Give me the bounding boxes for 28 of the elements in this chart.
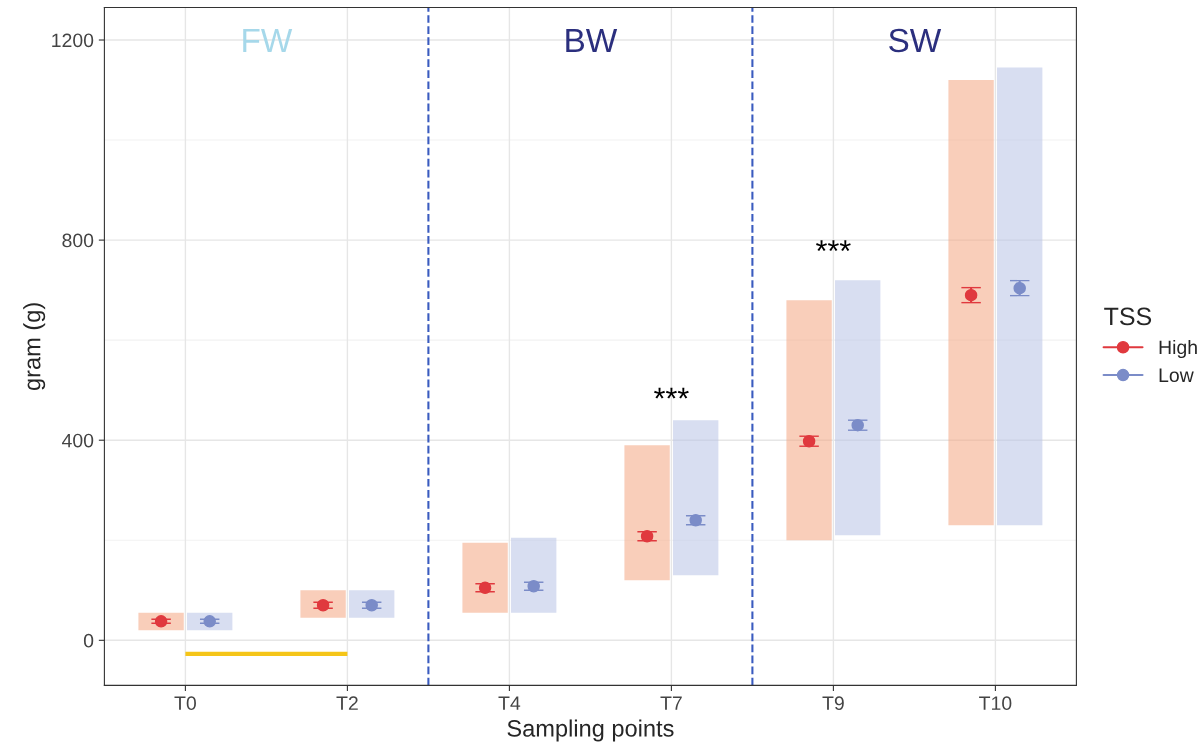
x-tick-label: T2: [336, 696, 358, 710]
annotation: ***: [816, 240, 851, 251]
bar: [997, 67, 1043, 526]
legend-title: TSS: [1104, 307, 1152, 326]
bar: [835, 280, 881, 536]
annotation: FW: [243, 29, 293, 52]
bar: [673, 420, 719, 576]
x-axis-title: Sampling points: [507, 719, 674, 742]
x-tick-label: T9: [822, 696, 844, 711]
bar: [786, 300, 832, 541]
y-tick-label: 0: [83, 633, 94, 648]
y-tick-label: 1200: [52, 33, 94, 48]
x-tick-label: T4: [498, 696, 521, 710]
legend-label: High: [1159, 339, 1197, 359]
bar: [462, 542, 508, 613]
x-tick-label: T10: [979, 696, 1012, 711]
x-tick-label: T7: [660, 696, 682, 710]
x-tick-label: T0: [174, 696, 196, 711]
annotation: BW: [566, 29, 618, 52]
bar: [511, 537, 557, 613]
legend-label: Low: [1159, 368, 1194, 383]
bar: [948, 80, 994, 526]
y-tick-label: 400: [61, 433, 94, 448]
annotation: ***: [654, 387, 689, 399]
annotation: SW: [889, 28, 942, 53]
y-axis-title: gram (g): [23, 303, 46, 391]
y-tick-label: 800: [62, 233, 94, 248]
bar: [624, 445, 670, 581]
